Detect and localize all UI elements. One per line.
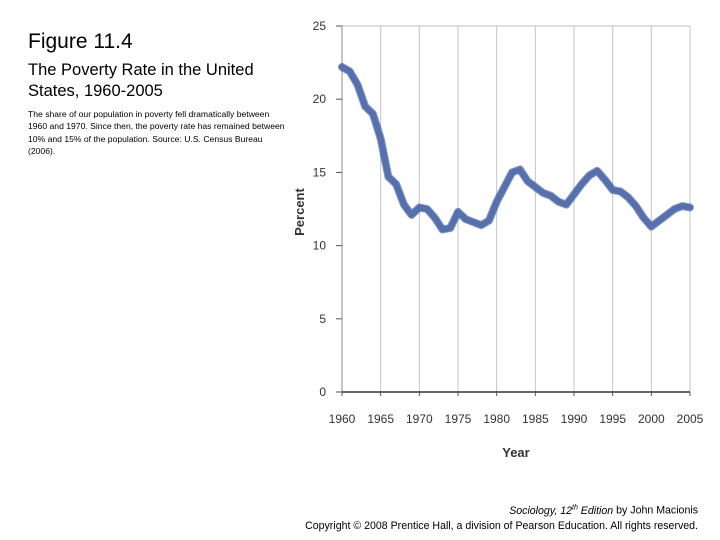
x-tick-label: 1980	[483, 412, 510, 426]
y-tick-label: 0	[319, 385, 326, 399]
book-title: Sociology, 12th Edition	[509, 504, 614, 517]
x-tick-label: 2000	[638, 412, 665, 426]
footer: Sociology, 12th Edition by John Macionis…	[305, 500, 698, 534]
x-tick-label: 1965	[367, 412, 394, 426]
y-tick-label: 25	[313, 19, 327, 33]
y-axis-title: Percent	[292, 187, 307, 235]
y-tick-label: 10	[313, 239, 327, 253]
y-tick-label: 15	[313, 165, 327, 179]
x-tick-label: 2005	[677, 412, 704, 426]
x-tick-label: 1960	[329, 412, 356, 426]
axis-layer: 0 5 10 15 20 25 1960 1965 1970 1975 1980 1985 1990 19…	[292, 19, 704, 460]
figure-caption: Figure 11.4 The Poverty Rate in the Unit…	[28, 30, 290, 158]
y-tick-label: 20	[313, 92, 327, 106]
y-tick-label: 5	[319, 312, 326, 326]
author: by John Macionis	[613, 504, 698, 517]
line-layer	[338, 63, 694, 234]
book-credit: Sociology, 12th Edition by John Macionis	[305, 500, 698, 519]
figure-description: The share of our population in poverty f…	[28, 109, 285, 157]
x-axis-title: Year	[502, 445, 529, 460]
x-tick-label: 1970	[406, 412, 433, 426]
figure-number: Figure 11.4	[28, 30, 133, 53]
x-tick-label: 1985	[522, 412, 549, 426]
figure-title: The Poverty Rate in the United States, 1…	[28, 61, 254, 100]
series-line	[339, 64, 693, 233]
copyright: Copyright © 2008 Prentice Hall, a divisi…	[305, 519, 698, 532]
x-tick-label: 1995	[599, 412, 626, 426]
x-tick-label: 1975	[445, 412, 472, 426]
x-tick-label: 1990	[561, 412, 588, 426]
